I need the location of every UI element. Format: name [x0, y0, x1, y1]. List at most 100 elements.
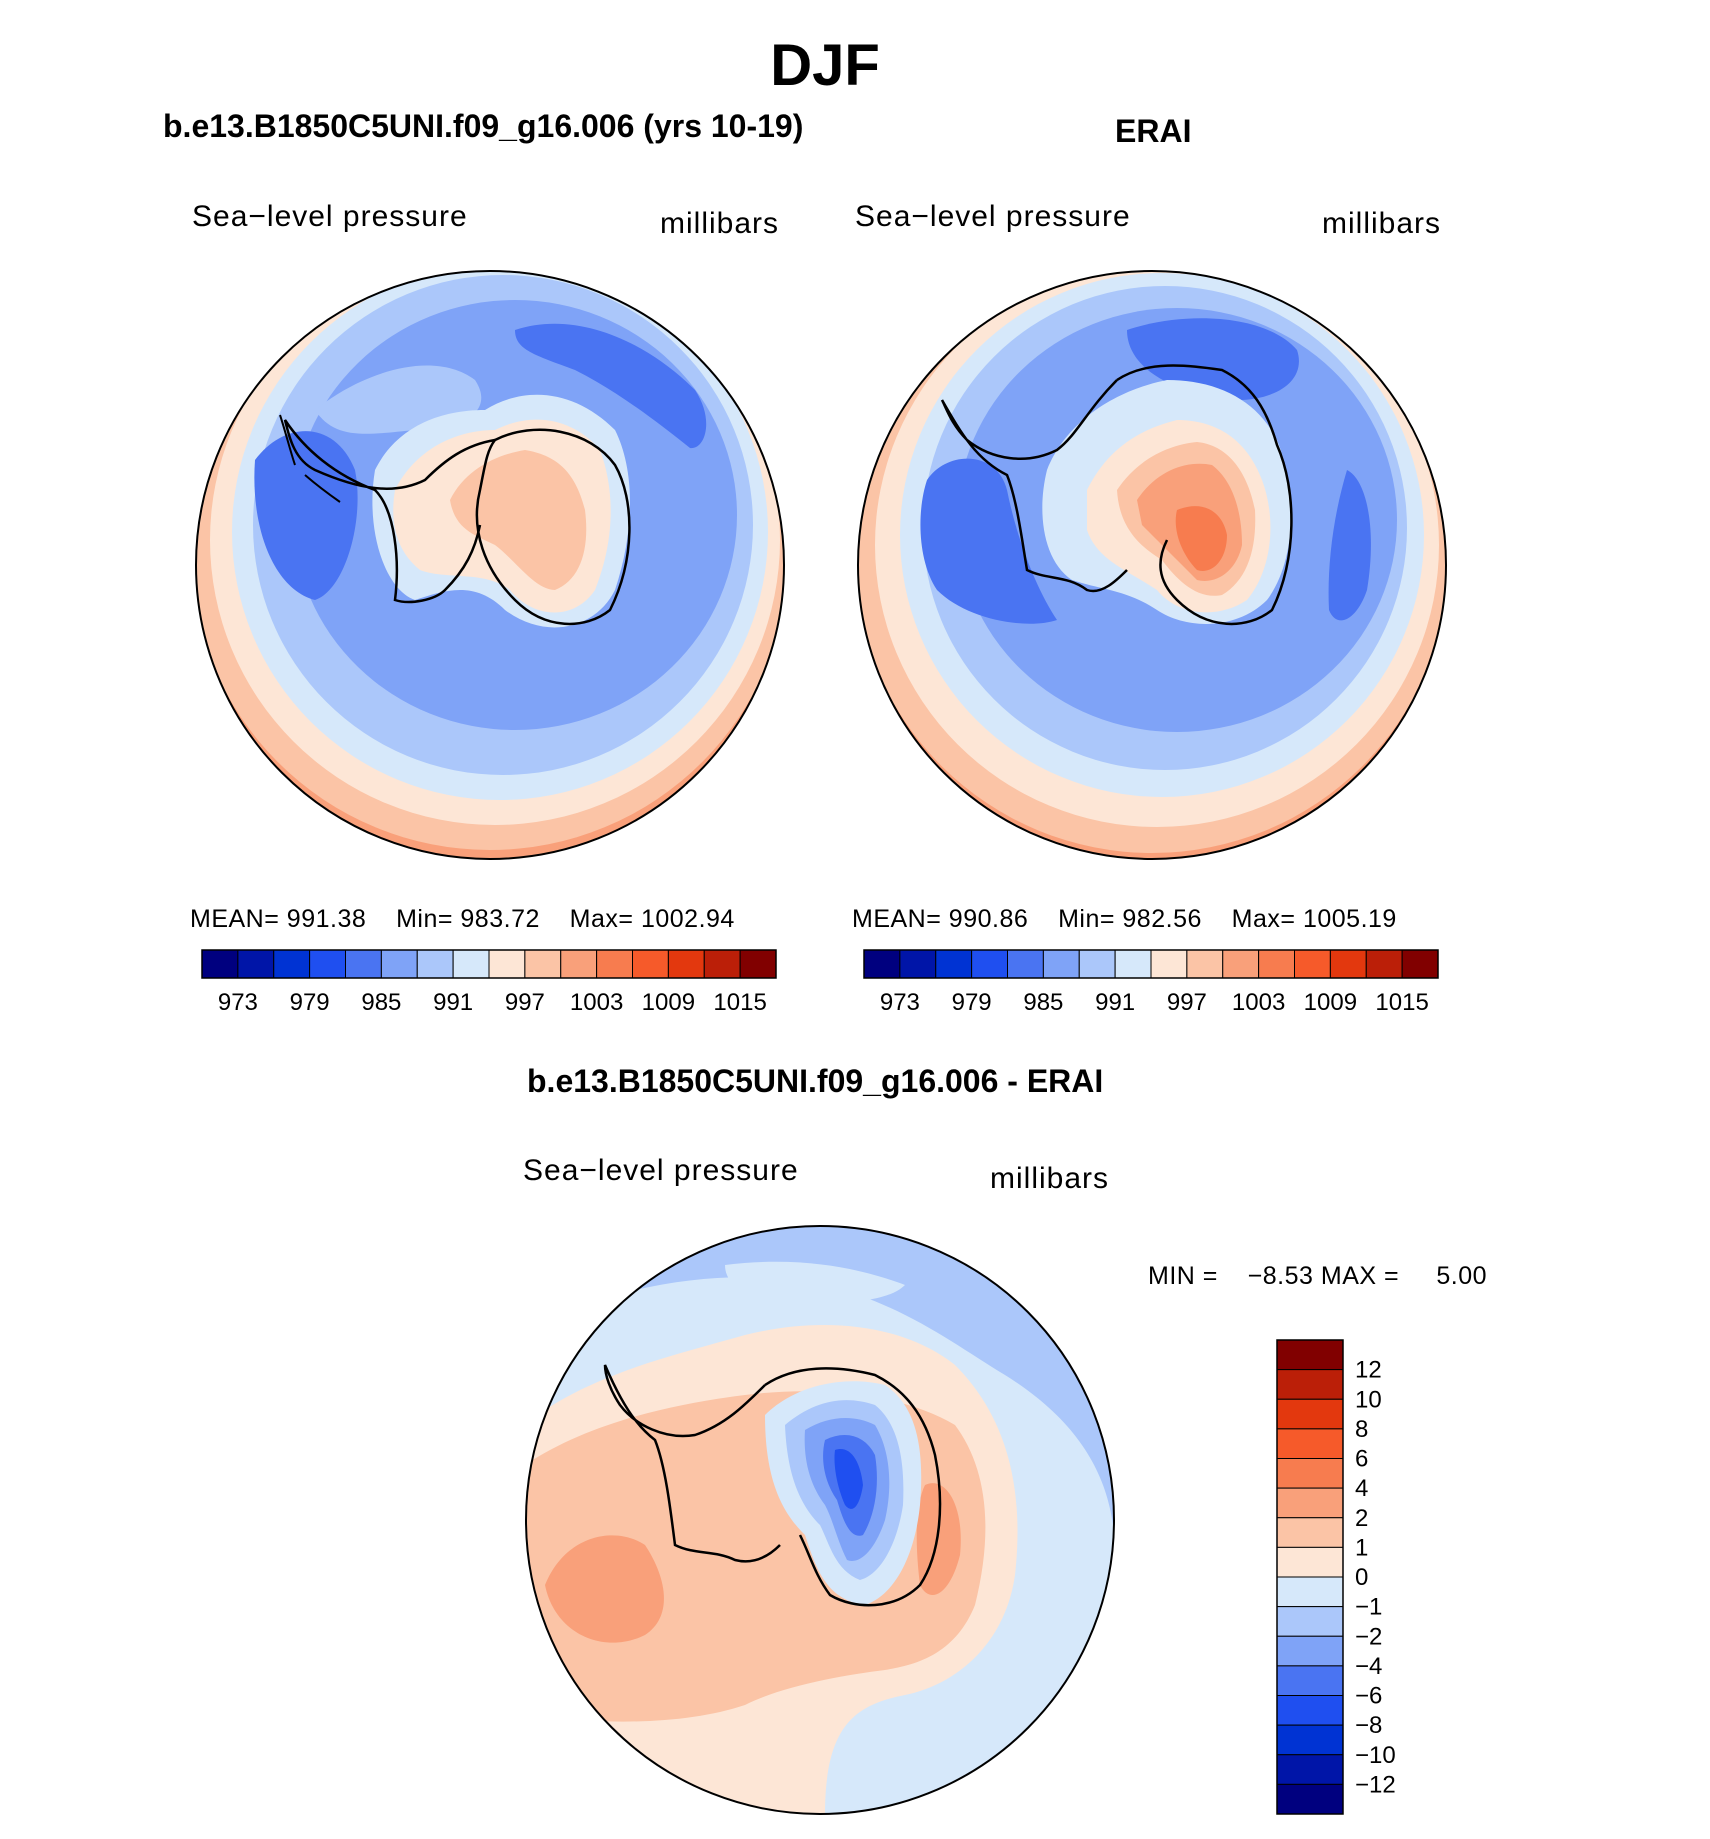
colorbar-model-swatch [416, 949, 454, 979]
map-diff-low [545, 1535, 664, 1643]
map-model [195, 270, 785, 860]
colorbar-diff-swatch [1276, 1783, 1344, 1815]
colorbar-erai-swatch [1329, 949, 1367, 979]
colorbar-diff-swatch [1276, 1695, 1344, 1726]
panel-model-units: millibars [660, 207, 780, 240]
colorbar-erai-tick-label: 973 [880, 989, 920, 1016]
colorbar-diff-swatch [1276, 1398, 1344, 1430]
map-diff-border [525, 1225, 1115, 1815]
panel-model-min-label: Min= [396, 905, 453, 933]
colorbar-diff-swatch [1276, 1635, 1344, 1667]
map-model-low [254, 431, 358, 600]
colorbar-model-swatch [703, 949, 741, 979]
map-erai-land [1175, 506, 1227, 571]
colorbar-model-tick-label: 1009 [642, 989, 695, 1016]
map-model-coastline [279, 414, 341, 503]
colorbar-diff-tick-label: 0 [1355, 1564, 1368, 1591]
colorbar-model-swatch [273, 949, 311, 979]
colorbar-model-swatch [452, 949, 490, 979]
panel-erai-units: millibars [1322, 207, 1442, 240]
panel-erai-min: 982.56 [1122, 905, 1202, 933]
colorbar-erai-tick-label: 985 [1023, 989, 1063, 1016]
panel-model-mean: 991.38 [286, 905, 367, 933]
colorbar-model-tick-label: 991 [433, 989, 473, 1016]
colorbar-model-tick-label: 1015 [713, 989, 766, 1016]
map-erai-low [1328, 470, 1371, 621]
panel-diff-min: −8.53 [1247, 1262, 1314, 1290]
map-erai-low [920, 458, 1057, 624]
colorbar-diff-swatch [1276, 1369, 1344, 1400]
panel-model-min: 983.72 [460, 905, 540, 933]
map-erai-coastline [940, 379, 1128, 593]
colorbar-diff-tick-label: 2 [1355, 1505, 1368, 1532]
colorbar-model-swatch [596, 949, 633, 979]
panel-diff-min-label: MIN = [1148, 1262, 1218, 1290]
panel-diff-max: 5.00 [1436, 1262, 1488, 1290]
panel-diff-title: b.e13.B1850C5UNI.f09_g16.006 - ERAI [527, 1063, 1104, 1099]
colorbar-erai-frame [863, 949, 1439, 979]
colorbar-diff-tick-label: 8 [1355, 1416, 1368, 1443]
colorbar-erai-tick-label: 997 [1167, 989, 1207, 1016]
map-erai-border [857, 270, 1447, 860]
panel-erai-variable: Sea−level pressure [855, 200, 1131, 233]
main-title: DJF [770, 33, 880, 98]
panel-model-title: b.e13.B1850C5UNI.f09_g16.006 (yrs 10-19) [163, 108, 804, 144]
panel-erai-mean: 990.86 [948, 905, 1029, 933]
map-diff-land [834, 1449, 863, 1509]
colorbar-model-tick-label: 1003 [570, 989, 623, 1016]
panel-erai-mean-label: MEAN= [852, 905, 942, 933]
colorbar-erai-swatch [1078, 949, 1116, 979]
colorbar-diff-swatch [1276, 1576, 1344, 1608]
panel-erai-stats: MEAN= 990.86 Min= 982.56 Max= 1005.19 [852, 905, 1397, 934]
colorbar-model-tick-label: 973 [218, 989, 258, 1016]
map-diff-low [725, 1261, 905, 1303]
map-model-coastline [283, 419, 496, 604]
colorbar-model-swatch [488, 949, 526, 979]
map-diff-low [916, 1483, 961, 1595]
map-erai-low [1127, 318, 1299, 400]
map-model-land [450, 450, 587, 590]
map-diff-coastline [603, 1364, 781, 1563]
panel-model-variable: Sea−level pressure [192, 200, 468, 233]
colorbar-erai-swatch [1042, 949, 1080, 979]
colorbar-diff-swatch [1276, 1546, 1344, 1578]
colorbar-model-swatch [237, 949, 275, 979]
colorbar-diff-swatch [1276, 1754, 1344, 1785]
map-erai [857, 270, 1447, 860]
colorbar-model-swatch [380, 949, 418, 979]
colorbar-erai-swatch [1114, 949, 1152, 979]
colorbar-diff-tick-label: −2 [1355, 1623, 1382, 1650]
colorbar-erai-swatch [971, 949, 1008, 979]
colorbar-erai-swatch [1007, 949, 1044, 979]
colorbar-erai-swatch [899, 949, 937, 979]
panel-erai-min-label: Min= [1058, 905, 1115, 933]
colorbar-erai-tick-label: 1009 [1304, 989, 1357, 1016]
panel-diff-units: millibars [990, 1162, 1110, 1195]
colorbar-diff-swatch [1276, 1428, 1344, 1459]
colorbar-diff-swatch [1276, 1487, 1344, 1519]
colorbar-diff-tick-label: −6 [1355, 1683, 1382, 1710]
colorbar-model-tick-label: 997 [505, 989, 545, 1016]
colorbar-diff-swatch [1276, 1458, 1344, 1489]
colorbar-diff-tick-label: −1 [1355, 1594, 1382, 1621]
colorbar-erai-tick-label: 991 [1095, 989, 1135, 1016]
panel-diff-variable: Sea−level pressure [523, 1154, 799, 1187]
colorbar-erai-swatch [863, 949, 901, 979]
colorbar-model-swatch [201, 949, 239, 979]
map-diff [525, 1225, 1115, 1815]
colorbar-model-swatch [345, 949, 382, 979]
colorbar-erai: 973 979 985 991 997 1003 1009 1015 [863, 949, 1439, 1016]
colorbar-diff-tick-label: 10 [1355, 1386, 1382, 1413]
panel-diff-stats: MIN = −8.53 MAX = 5.00 [1148, 1262, 1487, 1291]
colorbar-erai-swatch [1401, 949, 1439, 979]
colorbar-diff-tick-label: 1 [1355, 1534, 1368, 1561]
colorbar-model-swatch [632, 949, 669, 979]
colorbar-model-swatch [560, 949, 598, 979]
map-erai-coastline [1116, 364, 1293, 626]
colorbar-erai-tick-label: 979 [952, 989, 992, 1016]
colorbar-erai-tick-label: 1015 [1375, 989, 1428, 1016]
colorbar-diff-tick-label: 4 [1355, 1475, 1368, 1502]
panel-model-max: 1002.94 [640, 905, 735, 933]
map-model-border [195, 270, 785, 860]
